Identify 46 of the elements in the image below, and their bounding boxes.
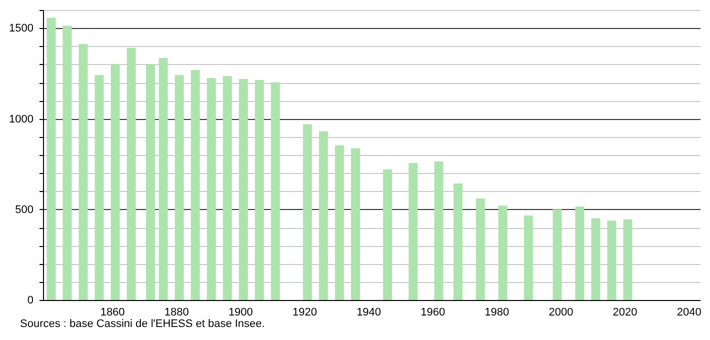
bar [623,219,632,300]
y-tick-label: 0 [27,294,34,306]
bar [383,169,392,300]
bar [334,145,344,300]
x-tick-label: 1980 [484,306,510,318]
bar [607,220,616,300]
bar [453,183,462,300]
bar [498,206,508,300]
bar [591,218,600,300]
bar [476,198,485,300]
bar [318,131,328,300]
bar [190,70,200,300]
y-tick-label: 1000 [9,113,34,126]
bar [158,58,168,300]
y-tick-label: 1500 [9,22,34,35]
bar [408,162,418,300]
x-tick-label: 1920 [292,306,317,318]
bar [552,209,562,300]
x-tick-label: 1900 [228,306,253,318]
x-tick-label: 1960 [420,306,446,318]
x-tick-label: 1880 [164,306,189,318]
y-tick-label: 500 [15,204,34,216]
x-tick-label: 2000 [548,306,574,318]
bar [254,80,264,300]
bar [146,64,155,300]
bar [78,44,88,300]
bar [524,216,533,300]
bar [62,26,72,300]
bar [126,48,136,300]
bar [174,75,184,300]
x-tick-label: 2020 [612,306,638,318]
bar [350,148,360,300]
x-tick-label: 1860 [100,306,125,318]
bar [206,78,216,300]
bar [238,79,248,300]
bar [110,64,120,300]
x-tick-label: 1940 [356,306,382,318]
bar [94,75,104,300]
bar [434,161,444,300]
x-tick-label: 2040 [676,306,702,318]
bar [222,76,232,300]
bar [270,82,280,300]
bar [302,124,312,300]
source-note: Sources : base Cassini de l'EHESS et base Insee. [20,318,265,330]
bar [46,18,56,300]
bar [575,206,584,300]
